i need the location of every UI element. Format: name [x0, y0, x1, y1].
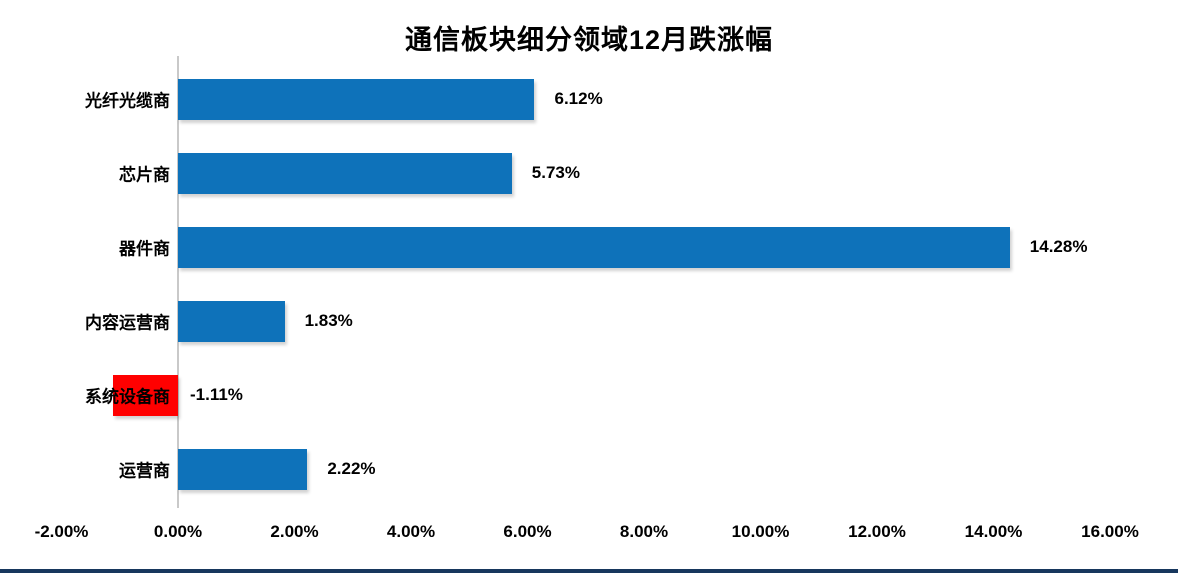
- category-label: 内容运营商: [85, 313, 170, 333]
- x-axis-tick-label: 6.00%: [503, 522, 552, 541]
- bar-value-label: 5.73%: [531, 163, 580, 182]
- x-axis-tick-label: 8.00%: [619, 522, 669, 541]
- category-label: 芯片商: [119, 165, 170, 185]
- bar-5: [113, 374, 178, 416]
- category-label: 器件商: [119, 239, 170, 259]
- x-axis-tick-label: -2.00%: [34, 522, 89, 541]
- bar-value-label: 6.12%: [554, 89, 603, 108]
- x-axis-tick-label: 16.00%: [1081, 522, 1139, 541]
- bar-4: [178, 300, 285, 342]
- chart-title: 通信板块细分领域12月跌涨幅: [404, 25, 774, 55]
- x-axis-tick-label: 14.00%: [964, 522, 1023, 541]
- x-axis-tick-label: 12.00%: [848, 522, 906, 541]
- category-label: 系统设备商: [85, 387, 170, 407]
- bar-value-label: 2.22%: [327, 459, 376, 478]
- bar-1: [178, 78, 535, 120]
- x-axis-tick-label: 2.00%: [270, 522, 319, 541]
- bar-3: [178, 226, 1010, 268]
- category-label: 运营商: [119, 461, 170, 481]
- bar-value-label: 14.28%: [1029, 237, 1088, 256]
- x-axis-tick-label: 0.00%: [153, 522, 203, 541]
- x-axis-tick-label: 10.00%: [731, 522, 790, 541]
- bar-2: [178, 152, 512, 194]
- bar-value-label: 1.83%: [304, 311, 353, 330]
- y-axis-zero-line: [177, 56, 179, 508]
- bottom-border-line: [0, 569, 1178, 573]
- x-axis-tick-label: 4.00%: [386, 522, 436, 541]
- bar-value-label: -1.11%: [190, 385, 243, 404]
- category-label: 光纤光缆商: [85, 91, 170, 111]
- bar-6: [178, 448, 308, 490]
